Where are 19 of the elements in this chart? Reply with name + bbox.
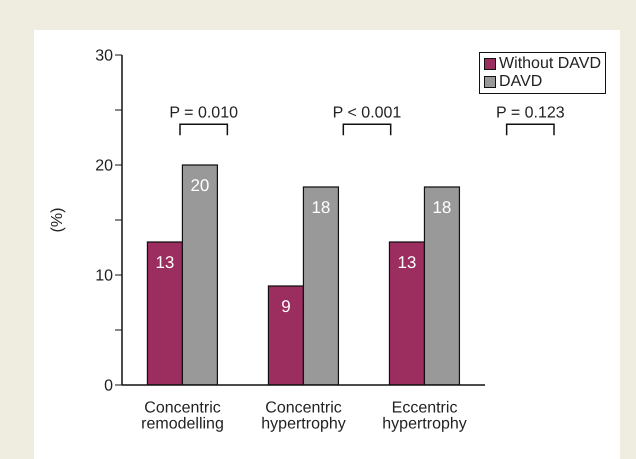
annotation: P = 0.010	[169, 104, 238, 122]
data-label: 13	[155, 253, 174, 272]
data-label: 18	[432, 198, 452, 218]
x-tick-label: Concentric remodelling	[141, 399, 224, 432]
y-tick-label: 10	[95, 268, 114, 285]
x-tick-label: Concentric hypertrophy	[261, 399, 346, 432]
y-tick-label: 20	[95, 158, 114, 175]
x-tick-label: Eccentric hypertrophy	[382, 399, 467, 432]
legend-label: Without DAVD	[498, 55, 601, 73]
data-label: 20	[190, 176, 210, 196]
data-label: 9	[281, 297, 291, 316]
legend-label: DAVD	[498, 73, 544, 91]
annotation: P < 0.001	[332, 104, 402, 122]
y-axis-title: (%)	[49, 208, 66, 232]
y-tick-label: 30	[95, 48, 114, 65]
data-label: 13	[397, 253, 416, 272]
y-tick-label: 0	[104, 378, 114, 395]
data-label: 18	[311, 198, 330, 218]
text: P = 0.123	[496, 104, 565, 122]
